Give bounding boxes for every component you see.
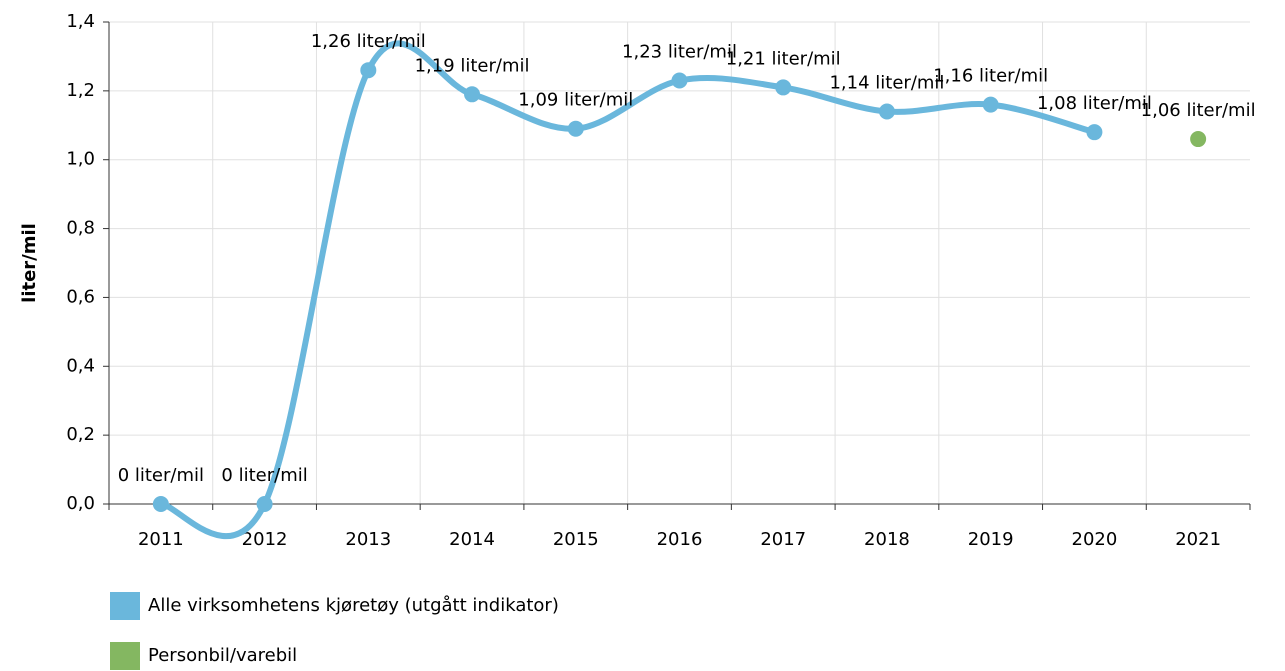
- data-label: 1,09 liter/mil: [518, 90, 633, 111]
- data-label: 1,19 liter/mil: [415, 55, 530, 76]
- y-tick-label: 0,4: [66, 355, 95, 376]
- data-point: [878, 103, 895, 120]
- data-point: [982, 96, 999, 113]
- data-label: 0 liter/mil: [118, 465, 204, 486]
- x-tick-label: 2012: [242, 529, 288, 550]
- legend-label: Personbil/varebil: [148, 645, 297, 666]
- x-tick-label: 2018: [864, 529, 910, 550]
- data-point: [775, 79, 792, 96]
- data-point: [1086, 124, 1103, 141]
- x-tick-label: 2015: [553, 529, 599, 550]
- x-tick-label: 2014: [449, 529, 495, 550]
- series-line: [160, 40, 1096, 540]
- y-tick-label: 0,8: [66, 218, 95, 239]
- x-tick-label: 2011: [138, 529, 184, 550]
- data-label: 1,14 liter/mil: [829, 73, 944, 94]
- data-point: [567, 120, 584, 137]
- y-tick-label: 1,0: [66, 149, 95, 170]
- x-tick-label: 2021: [1175, 529, 1221, 550]
- legend-swatch: [110, 592, 140, 620]
- data-point: [464, 86, 481, 103]
- y-tick-label: 0,6: [66, 286, 95, 307]
- y-tick-label: 1,2: [66, 80, 95, 101]
- data-label: 1,21 liter/mil: [726, 48, 841, 69]
- data-label: 1,23 liter/mil: [622, 42, 737, 63]
- y-tick-label: 0,0: [66, 493, 95, 514]
- x-tick-label: 2019: [968, 529, 1014, 550]
- legend-label: Alle virksomhetens kjøretøy (utgått indi…: [148, 595, 559, 616]
- y-tick-label: 0,2: [66, 424, 95, 445]
- x-tick-label: 2016: [657, 529, 703, 550]
- data-point: [256, 496, 273, 512]
- y-axis-label: liter/mil: [19, 223, 40, 303]
- x-tick-label: 2020: [1072, 529, 1118, 550]
- data-label: 1,08 liter/mil: [1037, 93, 1152, 114]
- data-point: [360, 62, 377, 79]
- data-label: 1,06 liter/mil: [1141, 100, 1256, 121]
- data-point: [152, 496, 169, 512]
- x-tick-label: 2017: [760, 529, 806, 550]
- data-label: 1,16 liter/mil: [933, 66, 1048, 87]
- data-point: [1190, 131, 1207, 148]
- data-label: 1,26 liter/mil: [311, 31, 426, 52]
- y-tick-label: 1,4: [66, 11, 95, 32]
- data-point: [671, 72, 688, 89]
- x-tick-label: 2013: [345, 529, 391, 550]
- data-label: 0 liter/mil: [221, 465, 307, 486]
- legend-swatch: [110, 642, 140, 670]
